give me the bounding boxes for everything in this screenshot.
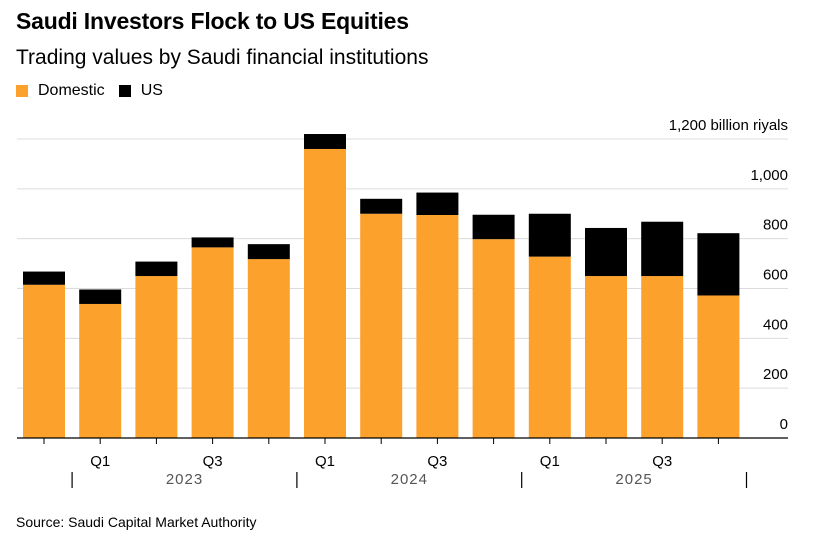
bar-us <box>641 221 684 277</box>
bar-us <box>135 261 178 277</box>
year-label: 2025 <box>615 471 652 488</box>
legend-item-us: US <box>118 82 163 100</box>
y-tick-label: 1,200 billion riyals <box>669 117 788 134</box>
x-tick-label: Q3 <box>427 453 447 470</box>
y-tick-label: 800 <box>763 217 788 234</box>
bar-domestic <box>416 214 459 438</box>
year-label: 2024 <box>391 471 428 488</box>
x-tick-label: Q1 <box>90 453 110 470</box>
bar-us <box>23 271 65 285</box>
bar-us <box>472 214 515 240</box>
bar-us <box>304 134 346 149</box>
source-note: Source: Saudi Capital Market Authority <box>16 514 257 530</box>
bar-us <box>585 227 627 277</box>
bar-us <box>697 233 740 296</box>
bar-domestic <box>191 247 234 438</box>
bar-us <box>79 289 122 304</box>
legend-swatch-us <box>118 85 131 97</box>
bar-domestic <box>247 259 290 438</box>
bar-us <box>416 192 459 215</box>
bar-us <box>360 198 403 214</box>
bar-us <box>528 213 571 257</box>
x-tick-label: Q3 <box>203 453 223 470</box>
bar-domestic <box>528 256 571 438</box>
legend-label-domestic: Domestic <box>38 82 105 99</box>
bar-domestic <box>472 239 515 438</box>
legend: Domestic US <box>16 82 177 100</box>
x-tick-label: Q1 <box>540 453 560 470</box>
y-tick-label: 200 <box>763 366 788 383</box>
bar-domestic <box>697 295 740 438</box>
bar-domestic <box>135 276 178 438</box>
x-tick-label: Q1 <box>315 453 335 470</box>
legend-label-us: US <box>140 82 163 99</box>
bar-us <box>191 237 234 248</box>
y-tick-label: 0 <box>780 416 788 433</box>
chart-title: Saudi Investors Flock to US Equities <box>16 8 409 34</box>
y-tick-label: 600 <box>763 267 788 284</box>
bar-domestic <box>23 284 65 438</box>
legend-swatch-domestic <box>16 85 28 97</box>
bar-domestic <box>360 213 403 438</box>
year-label: 2023 <box>166 471 203 488</box>
y-tick-label: 1,000 <box>750 167 788 184</box>
chart-subtitle: Trading values by Saudi financial instit… <box>16 46 429 69</box>
bar-domestic <box>304 148 346 438</box>
bar-us <box>247 244 290 260</box>
bar-domestic <box>585 276 627 438</box>
bar-domestic <box>79 303 122 438</box>
y-tick-label: 400 <box>763 316 788 333</box>
x-tick-label: Q3 <box>652 453 672 470</box>
legend-item-domestic: Domestic <box>16 82 105 100</box>
bar-domestic <box>641 276 684 438</box>
